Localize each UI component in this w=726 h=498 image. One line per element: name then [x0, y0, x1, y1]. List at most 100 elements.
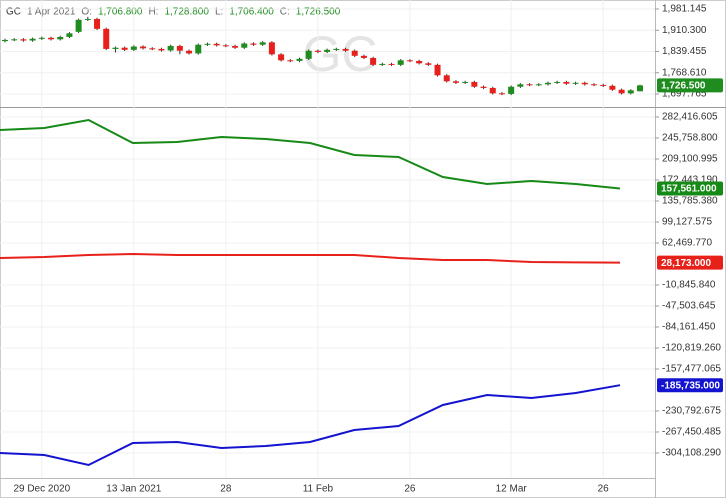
x-tick-label: 26 — [598, 484, 610, 495]
candle — [48, 36, 55, 41]
candle-body — [103, 28, 110, 49]
candle-body — [278, 54, 285, 61]
candle — [103, 27, 110, 51]
candle-body — [452, 81, 459, 83]
y-tick-label: 1,768.610 — [662, 67, 707, 78]
price-tag-label: -185,735.000 — [661, 380, 720, 391]
candle — [2, 38, 8, 43]
candle — [370, 56, 377, 67]
candle — [324, 48, 331, 54]
candle-body — [287, 60, 294, 62]
candle — [406, 59, 413, 63]
y-tick-label: 282,416.605 — [662, 112, 718, 123]
candle-body — [517, 84, 524, 87]
price-tag-label: 157,561.000 — [661, 184, 717, 195]
candle-body — [637, 85, 643, 92]
price-tag: -185,735.000 — [657, 378, 723, 393]
candle — [360, 54, 367, 60]
candle-body — [250, 43, 257, 45]
candle-body — [57, 36, 64, 40]
y-tick-label: 62,469.770 — [662, 238, 712, 249]
candle-body — [66, 33, 73, 37]
price-tag-box — [657, 255, 723, 270]
candle-body — [130, 46, 137, 50]
candle-body — [167, 45, 174, 51]
candle — [618, 88, 625, 95]
candle-body — [379, 63, 386, 65]
price-tag-box — [657, 78, 723, 93]
candle — [425, 62, 432, 67]
price-tag: 157,561.000 — [657, 181, 723, 196]
candle-body — [94, 18, 101, 29]
candle-body — [84, 18, 91, 20]
series-line — [0, 384, 621, 467]
candle-body — [581, 82, 588, 85]
candle-body — [498, 93, 505, 95]
price-tag-label: 28,173.000 — [661, 258, 711, 269]
candle — [498, 92, 505, 96]
candle — [590, 83, 597, 87]
candle — [268, 41, 275, 56]
candle-body — [48, 37, 55, 40]
watermark: GC — [303, 26, 378, 82]
candle — [84, 16, 91, 22]
candle-body — [158, 48, 165, 51]
candle — [140, 45, 147, 50]
candle-body — [544, 82, 551, 85]
candle-body — [600, 84, 607, 86]
candle-body — [29, 38, 36, 41]
candle — [112, 46, 119, 53]
candle — [213, 42, 220, 47]
candle — [517, 83, 524, 88]
candle-body — [627, 90, 634, 94]
candle — [462, 80, 469, 85]
candle — [259, 41, 266, 46]
candle — [38, 36, 45, 40]
candle — [167, 44, 174, 52]
candle-body — [471, 81, 478, 87]
candle-body — [416, 60, 423, 64]
y-tick-label: -47,503.645 — [662, 301, 716, 312]
candle-body — [305, 50, 312, 59]
candle-body — [222, 45, 229, 47]
x-tick-label: 26 — [404, 484, 416, 495]
candle — [204, 42, 211, 46]
candle-body — [618, 89, 625, 94]
y-tick-label: 1,697.765 — [662, 89, 707, 100]
candle — [526, 83, 533, 87]
candle — [296, 57, 303, 63]
candle — [434, 63, 441, 77]
header-text: 1,706.800 — [98, 7, 143, 18]
y-tick-label: -157,477.065 — [662, 364, 721, 375]
candle — [397, 59, 404, 67]
candle-body — [121, 47, 128, 50]
candle — [452, 80, 459, 85]
candle-body — [443, 75, 450, 82]
price-tag-label: 1,726.500 — [661, 81, 706, 92]
candle-body — [508, 86, 515, 94]
price-tag: 28,173.000 — [657, 255, 723, 270]
candle-body — [324, 49, 331, 52]
candle — [627, 89, 634, 95]
candle — [544, 81, 551, 86]
candle-body — [406, 60, 413, 62]
candle-body — [535, 84, 542, 86]
x-tick-label: 29 Dec 2020 — [13, 484, 70, 495]
candle — [480, 85, 487, 90]
x-tick-label: 13 Jan 2021 — [106, 484, 161, 495]
x-tick-label: 28 — [220, 484, 232, 495]
series-line — [0, 252, 621, 264]
candle — [66, 32, 73, 39]
candle — [11, 38, 18, 42]
header-text: GC — [6, 7, 21, 18]
candle — [535, 83, 542, 87]
candle — [637, 84, 643, 92]
candle — [250, 42, 257, 46]
candle-body — [370, 57, 377, 65]
candle — [57, 35, 64, 41]
candle — [186, 49, 193, 55]
y-tick-label: -84,161.450 — [662, 322, 716, 333]
candle-body — [333, 48, 340, 50]
candle-body — [360, 55, 367, 58]
